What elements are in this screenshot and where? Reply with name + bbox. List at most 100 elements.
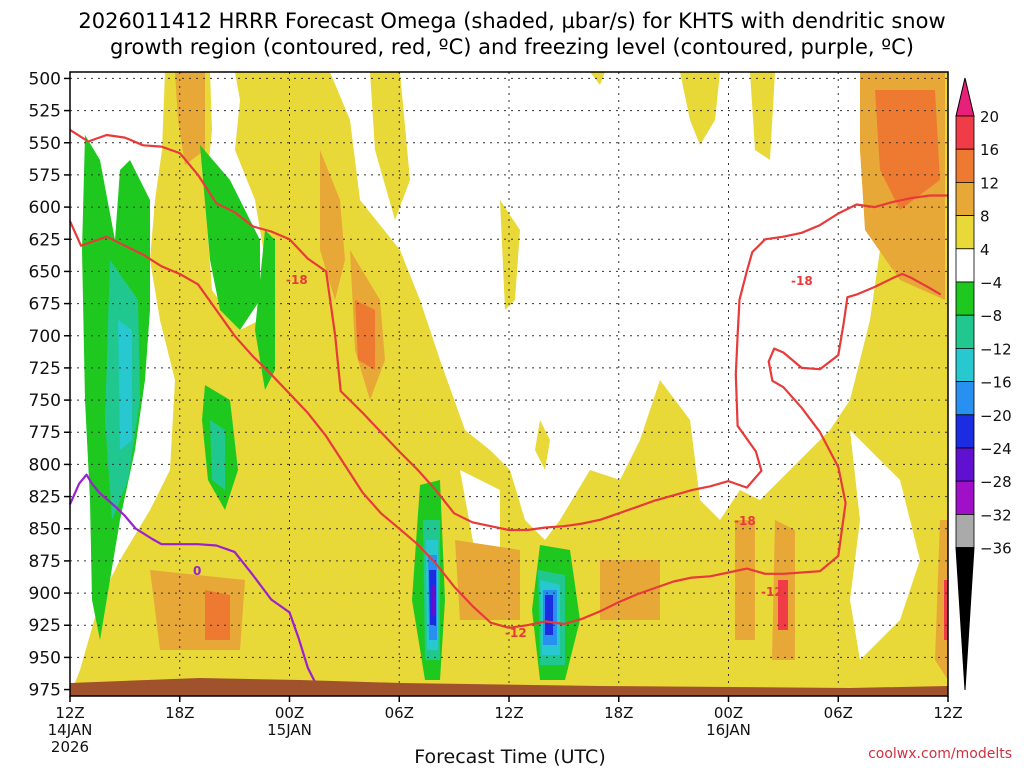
colorbar: 20 16 12 8 4 −4 −8 −12 −16 −20 −24 −28 −32 −36 <box>955 77 1012 691</box>
colorbar-label: −16 <box>980 374 1012 392</box>
x-tick-label: 00Z <box>275 704 304 722</box>
x-tick-label: 12Z <box>55 704 84 722</box>
y-tick-label: 675 <box>29 295 61 315</box>
y-tick-label: 850 <box>29 520 61 540</box>
x-tick-label: 06Z <box>385 704 414 722</box>
grid <box>70 72 948 696</box>
colorbar-band <box>955 148 975 183</box>
colorbar-label: −8 <box>980 307 1002 325</box>
colorbar-label: −28 <box>980 473 1012 491</box>
colorbar-label: −32 <box>980 506 1012 524</box>
y-tick-label: 550 <box>29 134 61 154</box>
y-tick-label: 775 <box>29 423 61 443</box>
y-tick-label: 650 <box>29 262 61 282</box>
omega-positive-region <box>500 200 520 310</box>
colorbar-band <box>955 115 975 150</box>
colorbar-label: 8 <box>980 208 990 226</box>
credit-text: coolwx.com/modelts <box>868 746 1012 762</box>
contour-line-2 <box>68 473 320 691</box>
omega-positive-region <box>590 72 605 85</box>
x-tick-label: 12Z <box>494 704 523 722</box>
y-tick-label: 950 <box>29 648 61 668</box>
y-tick-label: 875 <box>29 552 61 572</box>
colorbar-band <box>955 181 975 216</box>
y-tick-label: 900 <box>29 584 61 604</box>
colorbar-band <box>955 381 975 416</box>
x-tick-label: 12Z <box>933 704 962 722</box>
colorbar-label: 16 <box>980 141 999 159</box>
colorbar-label: −20 <box>980 407 1012 425</box>
omega-deep-blue-region <box>545 595 553 635</box>
contours <box>68 128 948 691</box>
contour-line-0 <box>69 128 948 532</box>
omega-cyan-region <box>118 320 132 450</box>
y-tick-label: 500 <box>29 69 61 89</box>
x-axis-title: Forecast Time (UTC) <box>414 746 605 768</box>
chart-title-line2: growth region (contoured, red, ºC) and f… <box>110 35 914 59</box>
y-tick-label: 750 <box>29 391 61 411</box>
colorbar-label: −4 <box>980 274 1002 292</box>
x-tick-date: 16JAN <box>706 721 751 739</box>
y-tick-label: 800 <box>29 455 61 475</box>
colorbar-label: 20 <box>980 108 999 126</box>
x-tick-label: 18Z <box>165 704 194 722</box>
omega-teal-region <box>210 420 225 490</box>
omega-neutral-region <box>850 430 920 660</box>
colorbar-label: 4 <box>980 241 990 259</box>
omega-dark-orange-region <box>875 90 940 210</box>
omega-orange-region <box>320 150 345 300</box>
x-tick-year: 2026 <box>51 738 89 756</box>
x-tick-date: 15JAN <box>267 721 312 739</box>
y-tick-label: 525 <box>29 102 61 122</box>
omega-positive-region <box>370 72 410 220</box>
colorbar-label: −36 <box>980 540 1012 558</box>
contour-label-red-minus18-left: -18 <box>286 273 308 287</box>
omega-purple-region <box>431 585 436 615</box>
colorbar-band <box>955 314 975 349</box>
y-tick-label: 700 <box>29 327 61 347</box>
contour-label-red-minus18-upper: -18 <box>791 274 813 288</box>
colorbar-label: 12 <box>980 174 999 192</box>
y-tick-label: 825 <box>29 488 61 508</box>
colorbar-band <box>955 480 975 515</box>
contour-line-1 <box>68 220 942 629</box>
y-tick-label: 575 <box>29 166 61 186</box>
omega-neutral-region <box>520 72 760 450</box>
omega-negative-region <box>200 145 260 330</box>
colorbar-band <box>955 281 975 316</box>
colorbar-band <box>955 447 975 482</box>
x-tick-label: 00Z <box>714 704 743 722</box>
omega-orange-region <box>455 540 520 620</box>
colorbar-label: −24 <box>980 440 1012 458</box>
omega-orange-region <box>735 520 755 640</box>
colorbar-top-arrow <box>955 77 975 117</box>
colorbar-band <box>955 248 975 283</box>
y-tick-label: 725 <box>29 359 61 379</box>
omega-negative-region <box>255 230 275 390</box>
x-tick-label: 18Z <box>604 704 633 722</box>
contour-label-red-minus12-right: -12 <box>761 585 783 599</box>
colorbar-band <box>955 347 975 382</box>
contour-label-red-minus12-mid: -12 <box>505 626 527 640</box>
y-axis: 500 525 550 575 600 625 650 675 700 725 750 775 800 8… <box>29 69 70 701</box>
omega-dark-orange-region <box>355 300 375 370</box>
ground-terrain <box>70 678 948 696</box>
x-tick-date: 14JAN <box>48 721 93 739</box>
omega-red-region <box>778 580 788 630</box>
omega-orange-region <box>150 570 245 650</box>
omega-orange-region <box>175 72 205 165</box>
colorbar-band <box>955 215 975 250</box>
contour-label-purple-zero: 0 <box>193 564 201 578</box>
colorbar-label: −12 <box>980 340 1012 358</box>
y-tick-label: 600 <box>29 198 61 218</box>
x-tick-label: 06Z <box>824 704 853 722</box>
omega-positive-region <box>750 72 775 160</box>
colorbar-band <box>955 514 975 549</box>
y-tick-label: 975 <box>29 681 61 701</box>
omega-dark-orange-region <box>205 590 230 640</box>
contour-label-red-minus18-right: -18 <box>734 514 756 528</box>
y-tick-label: 925 <box>29 616 61 636</box>
chart-title-line1: 2026011412 HRRR Forecast Omega (shaded, … <box>78 9 945 33</box>
